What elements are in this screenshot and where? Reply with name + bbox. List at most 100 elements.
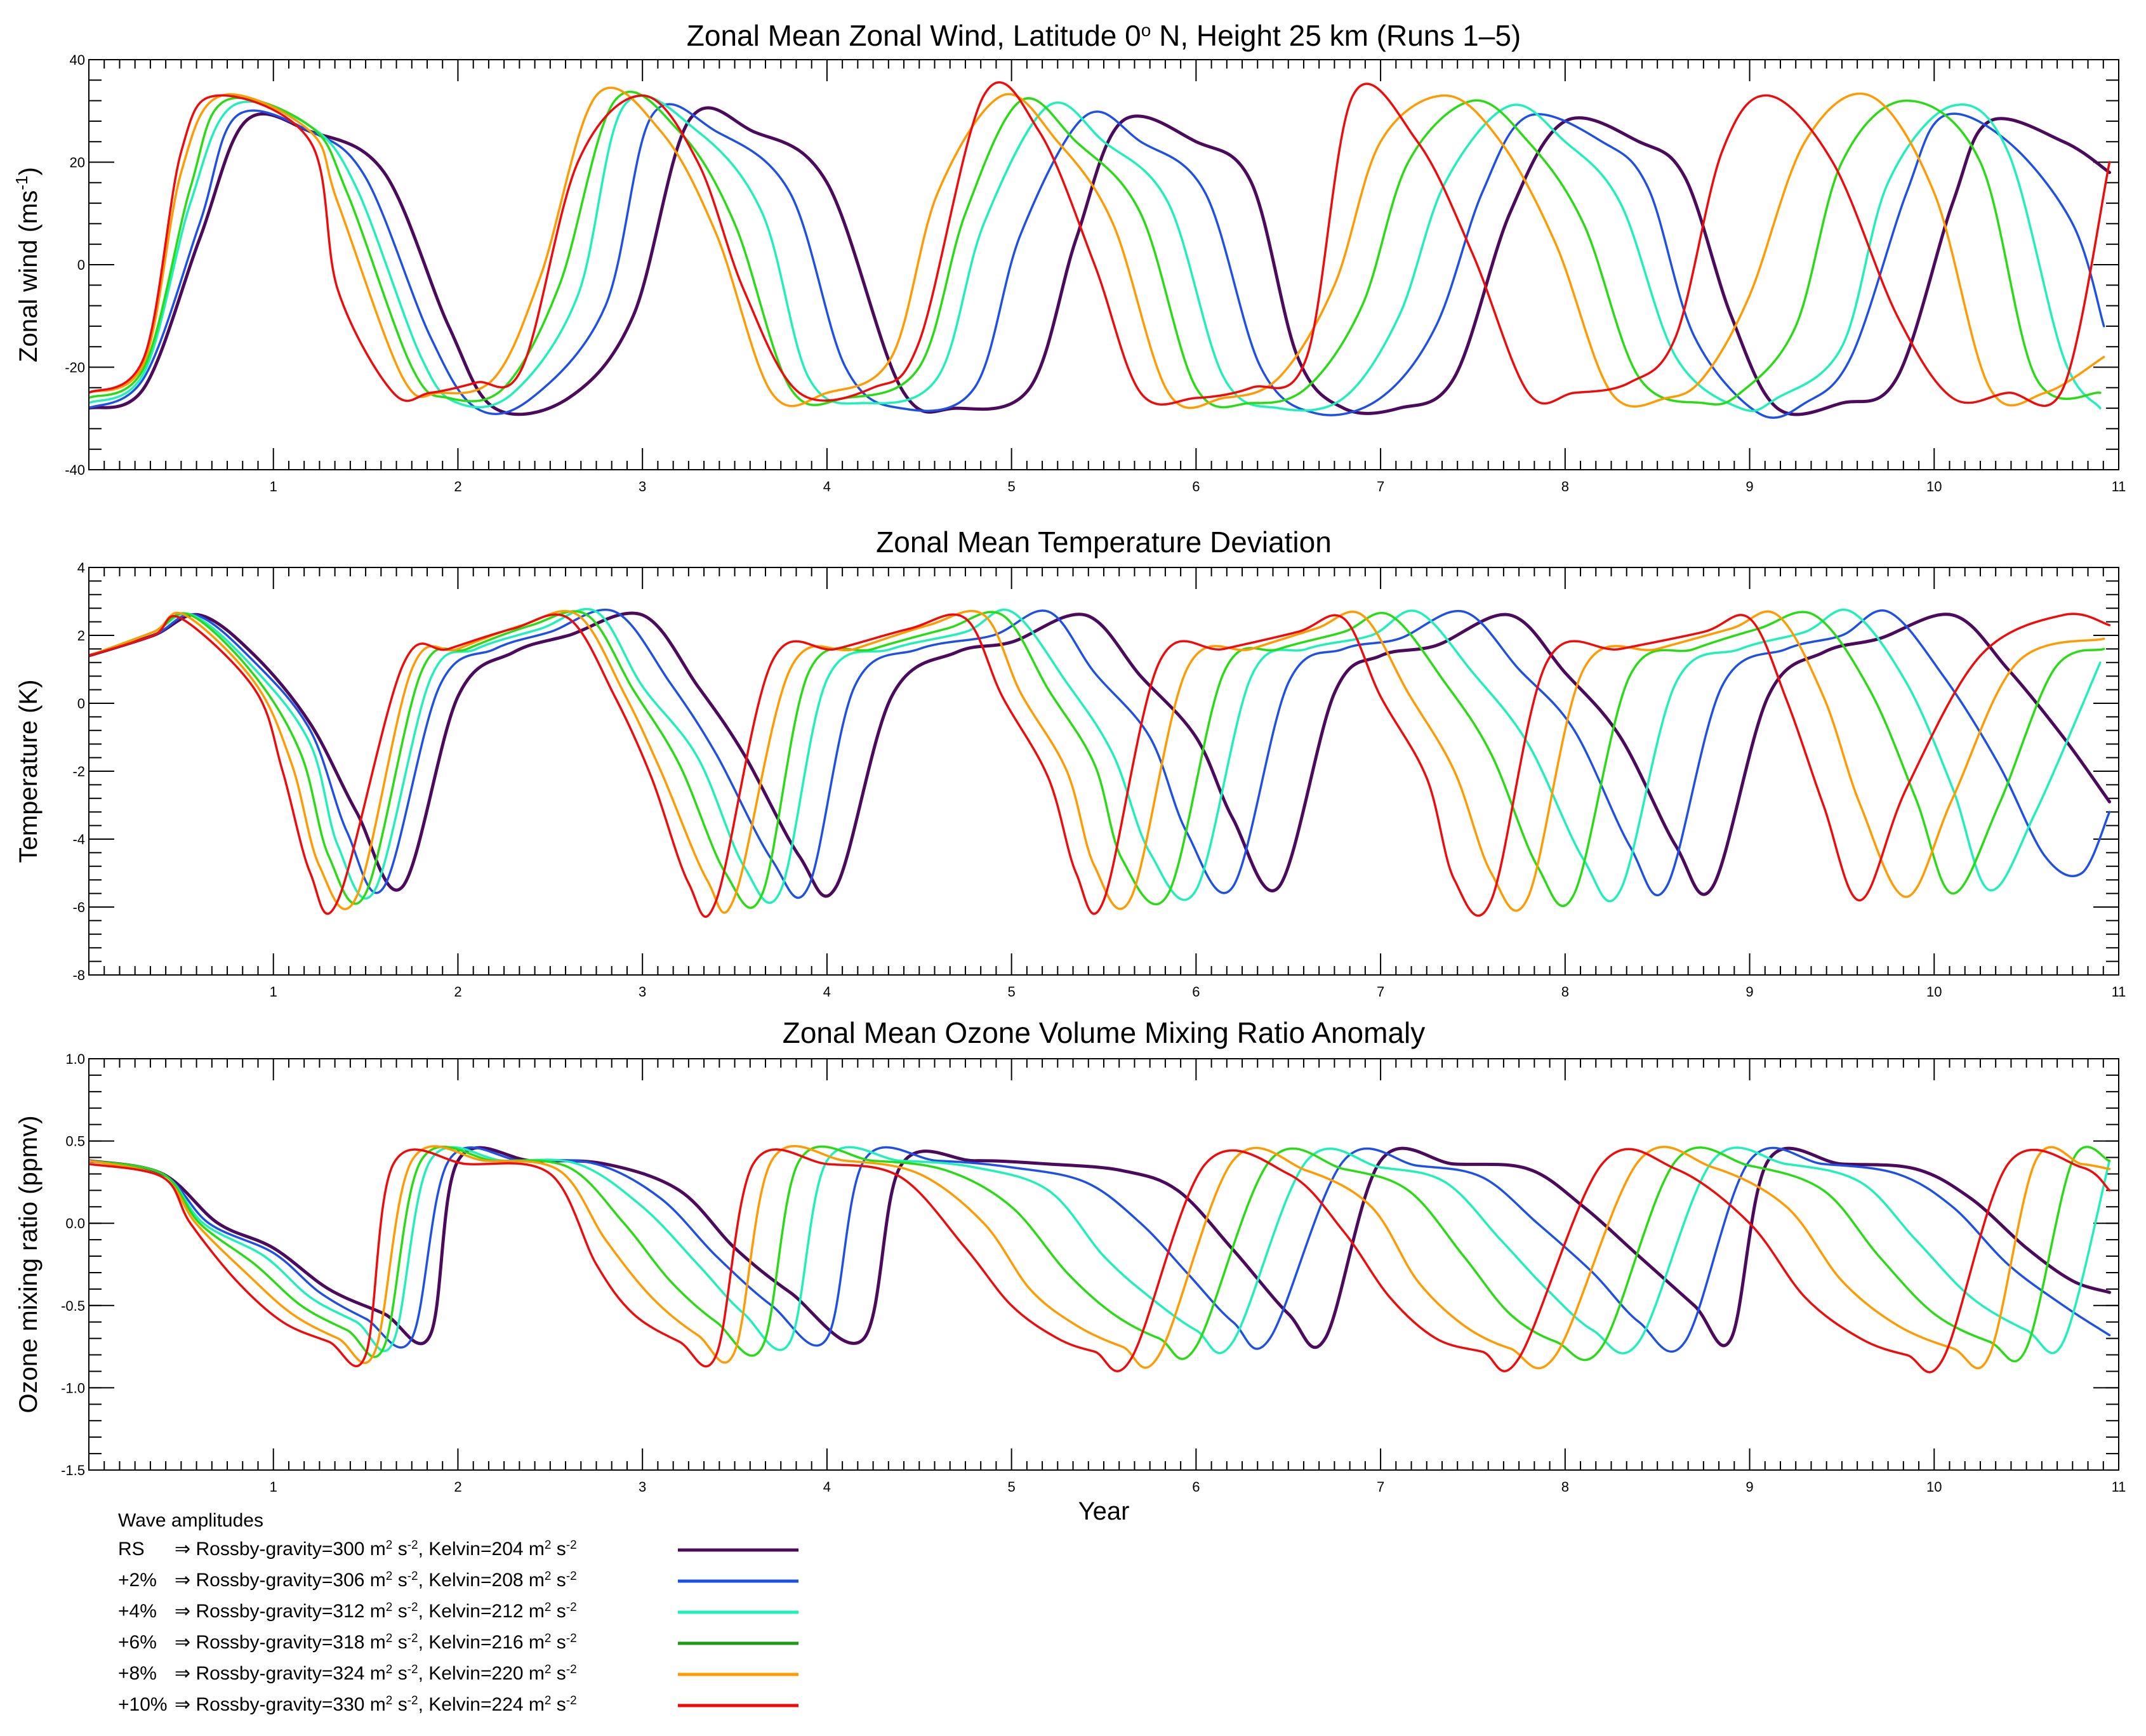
x-tick-label: 3 (639, 1479, 646, 1495)
y-tick-label: -1.0 (61, 1380, 85, 1396)
x-tick-label: 4 (823, 1479, 831, 1495)
y-tick-label: 4 (77, 560, 85, 576)
y-tick-label: 0.5 (65, 1134, 85, 1150)
series-line-6 (89, 613, 2111, 918)
x-tick-label: 7 (1377, 479, 1384, 494)
legend-item: RS ⇒ Rossby-gravity=300 m2 s-2, Kelvin=20… (118, 1539, 798, 1560)
y-tick-label: -1.5 (61, 1462, 85, 1478)
series-line-2 (89, 103, 2105, 419)
x-tick-label: 11 (2112, 479, 2126, 494)
legend-title: Wave amplitudes (118, 1510, 263, 1531)
chart-panel-1: Zonal Mean Zonal Wind, Latitude 0o N, He… (12, 19, 2126, 494)
y-axis-label: Zonal wind (ms-1) (12, 167, 43, 362)
x-tick-label: 1 (270, 479, 277, 494)
legend-item: +4% ⇒ Rossby-gravity=312 m2 s-2, Kelvin=2… (118, 1601, 798, 1622)
x-tick-label: 2 (454, 479, 461, 494)
x-tick-label: 9 (1745, 984, 1753, 1000)
legend-item-text: ⇒ Rossby-gravity=318 m2 s-2, Kelvin=216 … (175, 1632, 577, 1653)
legend-item-text: ⇒ Rossby-gravity=324 m2 s-2, Kelvin=220 … (175, 1663, 577, 1685)
y-tick-label: 40 (70, 52, 85, 68)
x-tick-label: 6 (1192, 1479, 1200, 1495)
chart-panel-3: Zonal Mean Ozone Volume Mixing Ratio Ano… (15, 1016, 2126, 1525)
x-tick-label: 3 (639, 479, 646, 494)
y-axis-label: Temperature (K) (15, 680, 43, 863)
x-axis-label: Year (1078, 1497, 1130, 1525)
x-tick-label: 5 (1008, 1479, 1016, 1495)
chart-title: Zonal Mean Temperature Deviation (876, 526, 1332, 559)
series-group (89, 607, 2111, 918)
y-axis-label: Ozone mixing ratio (ppmv) (15, 1115, 43, 1413)
x-tick-label: 6 (1192, 479, 1200, 494)
x-tick-label: 9 (1745, 479, 1753, 494)
x-tick-label: 1 (270, 984, 277, 1000)
y-tick-label: 1.0 (65, 1051, 85, 1067)
series-line-6 (89, 1148, 2111, 1374)
x-tick-label: 7 (1377, 1479, 1384, 1495)
x-tick-label: 4 (823, 984, 831, 1000)
series-line-5 (89, 609, 2105, 914)
chart-title: Zonal Mean Zonal Wind, Latitude 0o N, He… (687, 19, 1521, 52)
series-group (89, 81, 2111, 419)
y-tick-label: -6 (72, 899, 85, 915)
legend-item-label: +10% (118, 1694, 168, 1715)
legend-item: +10% ⇒ Rossby-gravity=330 m2 s-2, Kelvin=… (118, 1694, 798, 1716)
x-tick-label: 9 (1745, 1479, 1753, 1495)
series-line-2 (89, 1146, 2111, 1353)
y-tick-label: 0 (77, 696, 85, 712)
series-line-3 (89, 1146, 2111, 1355)
series-line-2 (89, 608, 2111, 899)
x-tick-label: 8 (1561, 479, 1569, 494)
series-line-1 (89, 106, 2111, 416)
series-line-1 (89, 1146, 2111, 1349)
x-tick-label: 6 (1192, 984, 1200, 1000)
plot-frame (88, 1058, 2119, 1471)
x-tick-label: 2 (454, 984, 461, 1000)
x-tick-label: 1 (270, 1479, 277, 1495)
series-line-4 (89, 1145, 2111, 1363)
legend-item: +6% ⇒ Rossby-gravity=318 m2 s-2, Kelvin=2… (118, 1632, 798, 1653)
series-line-5 (89, 86, 2105, 409)
x-tick-label: 10 (1926, 1479, 1942, 1495)
legend-item: +2% ⇒ Rossby-gravity=306 m2 s-2, Kelvin=2… (118, 1570, 798, 1591)
series-line-6 (89, 81, 2111, 407)
x-tick-label: 8 (1561, 1479, 1569, 1495)
series-line-3 (89, 607, 2102, 904)
x-tick-label: 10 (1926, 984, 1942, 1000)
series-line-4 (89, 90, 2102, 409)
chart-panel-2: Zonal Mean Temperature Deviation Temperat… (15, 526, 2126, 1000)
y-tick-label: -4 (72, 832, 85, 847)
series-group (89, 1145, 2111, 1374)
x-tick-label: 5 (1008, 479, 1016, 494)
legend-item-label: +8% (118, 1663, 157, 1684)
legend-item: +8% ⇒ Rossby-gravity=324 m2 s-2, Kelvin=2… (118, 1663, 798, 1685)
y-tick-label: -20 (65, 360, 85, 376)
legend-item-text: ⇒ Rossby-gravity=312 m2 s-2, Kelvin=212 … (175, 1601, 577, 1622)
legend: Wave amplitudes RS ⇒ Rossby-gravity=300 m2… (118, 1510, 798, 1715)
y-tick-label: 0 (77, 257, 85, 273)
x-tick-label: 11 (2112, 1479, 2126, 1495)
x-tick-label: 10 (1926, 479, 1942, 494)
y-tick-label: -8 (72, 967, 85, 983)
y-tick-label: 20 (70, 155, 85, 171)
y-tick-label: 2 (77, 628, 85, 644)
x-tick-label: 11 (2112, 984, 2126, 1000)
y-tick-label: -40 (65, 462, 85, 478)
x-tick-label: 3 (639, 984, 646, 1000)
legend-item-text: ⇒ Rossby-gravity=306 m2 s-2, Kelvin=208 … (175, 1570, 577, 1591)
legend-item-label: RS (118, 1539, 145, 1560)
y-tick-label: -2 (72, 764, 85, 779)
y-tick-label: 0.0 (65, 1216, 85, 1231)
series-line-5 (89, 1145, 2111, 1370)
x-tick-label: 8 (1561, 984, 1569, 1000)
legend-item-label: +4% (118, 1601, 157, 1622)
series-line-1 (89, 611, 2111, 898)
legend-item-text: ⇒ Rossby-gravity=300 m2 s-2, Kelvin=204 … (175, 1539, 577, 1560)
x-tick-label: 4 (823, 479, 831, 494)
x-tick-label: 7 (1377, 984, 1384, 1000)
x-tick-label: 5 (1008, 984, 1016, 1000)
plot-frame (88, 567, 2119, 976)
series-line-3 (89, 95, 2102, 413)
legend-item-text: ⇒ Rossby-gravity=330 m2 s-2, Kelvin=224 … (175, 1694, 577, 1716)
legend-item-label: +2% (118, 1570, 157, 1591)
